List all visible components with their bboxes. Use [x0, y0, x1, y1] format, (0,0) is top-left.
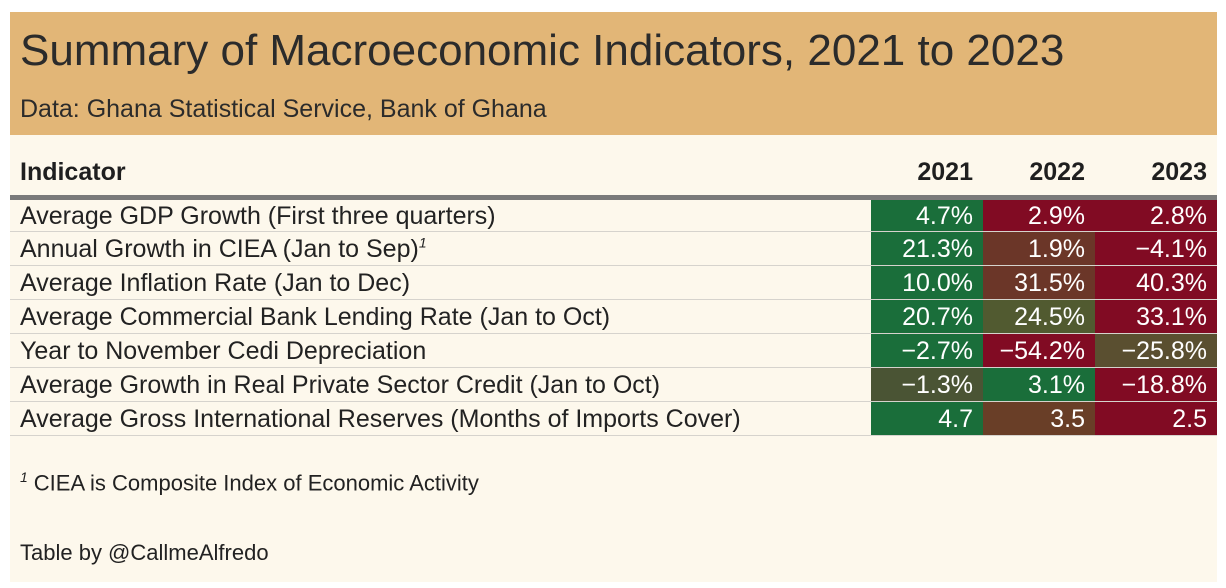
value-cell-2023: −4.1%: [1095, 231, 1217, 266]
value-cell-2021: 4.7: [871, 401, 983, 436]
indicator-cell: Average GDP Growth (First three quarters…: [10, 197, 871, 232]
footnote-reference: 1: [418, 234, 427, 251]
value-cell-2023: −18.8%: [1095, 367, 1217, 402]
indicator-cell: Average Commercial Bank Lending Rate (Ja…: [10, 299, 871, 334]
value-cell-2021: −1.3%: [871, 367, 983, 402]
indicators-table: Indicator 2021 2022 2023 Average GDP Gro…: [10, 149, 1217, 436]
value-cell-2022: 3.5: [983, 401, 1095, 436]
indicator-label: Average Growth in Real Private Sector Cr…: [20, 370, 661, 399]
value-cell-2022: −54.2%: [983, 333, 1095, 368]
value-cell-2022: 3.1%: [983, 367, 1095, 402]
indicator-label: Average GDP Growth (First three quarters…: [20, 201, 496, 230]
table-row: Average Commercial Bank Lending Rate (Ja…: [10, 299, 1217, 334]
column-header-indicator: Indicator: [20, 157, 126, 186]
value-cell-2021: 20.7%: [871, 299, 983, 334]
value-cell-2023: −25.8%: [1095, 333, 1217, 368]
value-cell-2021: 4.7%: [871, 197, 983, 232]
indicator-label: Average Commercial Bank Lending Rate (Ja…: [20, 302, 611, 331]
table-row: Year to November Cedi Depreciation −2.7% −…: [10, 333, 1217, 368]
value-cell-2021: 21.3%: [871, 231, 983, 266]
table-row: Average Gross International Reserves (Mo…: [10, 401, 1217, 436]
value-cell-2021: 10.0%: [871, 265, 983, 300]
indicator-cell: Annual Growth in CIEA (Jan to Sep)1: [10, 231, 871, 266]
indicator-label: Year to November Cedi Depreciation: [20, 336, 427, 365]
table-row: Average GDP Growth (First three quarters…: [10, 197, 1217, 232]
indicator-label: Annual Growth in CIEA (Jan to Sep): [20, 234, 419, 263]
value-cell-2022: 2.9%: [983, 197, 1095, 232]
value-cell-2023: 2.5: [1095, 401, 1217, 436]
footnote: 1 CIEA is Composite Index of Economic Act…: [20, 464, 479, 496]
table-row: Average Inflation Rate (Jan to Dec) 10.0%…: [10, 265, 1217, 300]
column-header-2021: 2021: [917, 157, 973, 186]
footnote-marker: 1: [20, 469, 28, 485]
column-header-2022: 2022: [1029, 157, 1085, 186]
table-credit: Table by @CallmeAlfredo: [20, 540, 269, 565]
column-header-2023: 2023: [1151, 157, 1207, 186]
table-body: Average GDP Growth (First three quarters…: [10, 197, 1217, 436]
page-title: Summary of Macroeconomic Indicators, 202…: [20, 26, 1065, 75]
title-banner: Summary of Macroeconomic Indicators, 202…: [10, 12, 1217, 135]
value-cell-2022: 31.5%: [983, 265, 1095, 300]
value-cell-2022: 24.5%: [983, 299, 1095, 334]
value-cell-2022: 1.9%: [983, 231, 1095, 266]
indicator-cell: Year to November Cedi Depreciation: [10, 333, 871, 368]
table-header-row: Indicator 2021 2022 2023: [10, 149, 1217, 198]
footnote-text: CIEA is Composite Index of Economic Acti…: [33, 470, 479, 496]
table-row: Average Growth in Real Private Sector Cr…: [10, 367, 1217, 402]
indicator-cell: Average Growth in Real Private Sector Cr…: [10, 367, 871, 402]
value-cell-2023: 40.3%: [1095, 265, 1217, 300]
page-subtitle: Data: Ghana Statistical Service, Bank of…: [20, 95, 547, 123]
indicator-label: Average Gross International Reserves (Mo…: [20, 404, 741, 433]
indicator-cell: Average Inflation Rate (Jan to Dec): [10, 265, 871, 300]
table-card: Summary of Macroeconomic Indicators, 202…: [10, 12, 1217, 582]
indicator-label: Average Inflation Rate (Jan to Dec): [20, 268, 411, 297]
value-cell-2023: 2.8%: [1095, 197, 1217, 232]
indicator-cell: Average Gross International Reserves (Mo…: [10, 401, 871, 436]
value-cell-2021: −2.7%: [871, 333, 983, 368]
table-row: Annual Growth in CIEA (Jan to Sep)1 21.3%…: [10, 231, 1217, 266]
value-cell-2023: 33.1%: [1095, 299, 1217, 334]
